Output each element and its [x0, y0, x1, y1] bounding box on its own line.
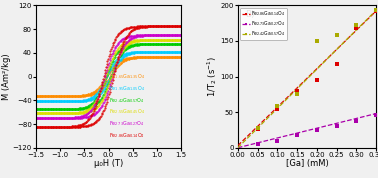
X-axis label: [Ga] (mM): [Ga] (mM)	[286, 159, 328, 168]
Text: Fe$_{2.86}$Ga$_{0.14}$O$_4$: Fe$_{2.86}$Ga$_{0.14}$O$_4$	[108, 131, 144, 140]
Text: Fe$_{1.65}$Ga$_{1.35}$O$_4$: Fe$_{1.65}$Ga$_{1.35}$O$_4$	[108, 72, 144, 81]
Y-axis label: M (Am²/kg): M (Am²/kg)	[2, 53, 11, 100]
Legend: Fe$_{2.86}$Ga$_{0.14}$O$_4$, Fe$_{2.73}$Ga$_{0.27}$O$_4$, Fe$_{2.42}$Ga$_{0.57}$: Fe$_{2.86}$Ga$_{0.14}$O$_4$, Fe$_{2.73}$…	[240, 8, 287, 40]
X-axis label: μ₀H (T): μ₀H (T)	[94, 159, 123, 168]
Text: B): B)	[245, 10, 254, 19]
Text: Fe$_{2.42}$Ga$_{0.57}$O$_4$: Fe$_{2.42}$Ga$_{0.57}$O$_4$	[108, 96, 144, 105]
Y-axis label: 1/T$_2$ (s$^{-1}$): 1/T$_2$ (s$^{-1}$)	[205, 56, 219, 97]
Text: Fe$_{2.73}$Ga$_{0.27}$O$_4$: Fe$_{2.73}$Ga$_{0.27}$O$_4$	[108, 119, 144, 128]
Text: Fe$_{2.55}$Ga$_{0.45}$O$_4$: Fe$_{2.55}$Ga$_{0.45}$O$_4$	[108, 108, 144, 116]
Text: Fe$_{1.95}$Ga$_{1.05}$O$_4$: Fe$_{1.95}$Ga$_{1.05}$O$_4$	[108, 84, 144, 93]
